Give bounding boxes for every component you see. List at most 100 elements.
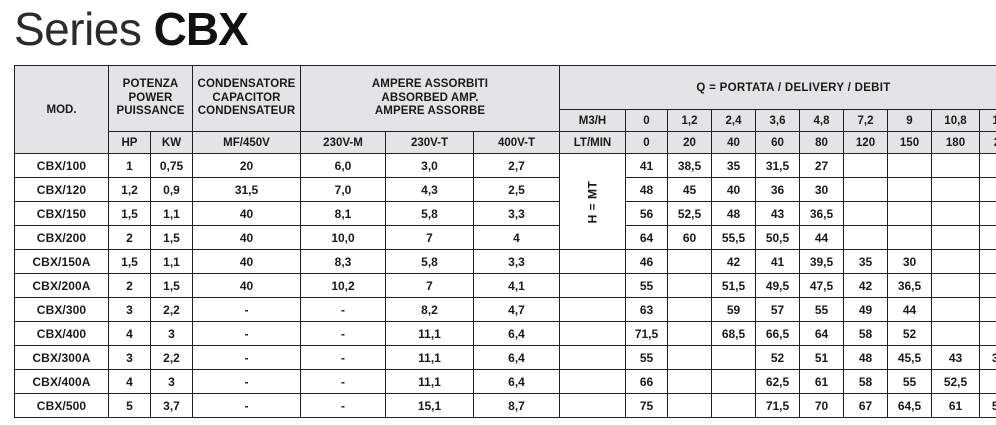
header-row-groups: MOD. POTENZA POWER PUISSANCE CONDENSATOR… <box>14 65 996 154</box>
cell-h-spacer <box>559 369 626 394</box>
header-group-condensatore: CONDENSATORE CAPACITOR CONDENSATEUR <box>192 65 301 132</box>
cell-delivery-6: 36,5 <box>887 273 932 298</box>
cell-capacitor: 40 <box>192 201 301 226</box>
cell-kw: 1,5 <box>150 225 193 250</box>
cell-hp: 2 <box>108 225 151 250</box>
cell-delivery-3: 43 <box>755 201 800 226</box>
cell-delivery-4: 27 <box>799 153 844 178</box>
cell-hp: 4 <box>108 369 151 394</box>
cell-delivery-2: 68,5 <box>711 321 756 346</box>
cell-delivery-0: 55 <box>625 345 668 370</box>
cell-amp-230vm: 10,0 <box>300 225 386 250</box>
cell-h-spacer <box>559 273 626 298</box>
cell-delivery-5: 67 <box>843 393 888 418</box>
cell-delivery-1 <box>667 273 712 298</box>
header-group-potenza: POTENZA POWER PUISSANCE <box>108 65 193 132</box>
header-row-units: HP KW MF/450V 230V-M 230V-T 400V-T LT/MI… <box>15 131 996 154</box>
cell-capacitor: 31,5 <box>192 177 301 202</box>
cell-delivery-6: 55 <box>887 369 932 394</box>
cell-delivery-0: 56 <box>625 201 668 226</box>
cell-delivery-3: 41 <box>755 249 800 274</box>
cell-model: CBX/500 <box>14 393 109 418</box>
cell-h-spacer <box>559 249 626 274</box>
cell-delivery-8 <box>978 225 996 250</box>
cell-delivery-5 <box>843 225 888 250</box>
cell-delivery-8 <box>978 177 996 202</box>
cell-delivery-2: 42 <box>711 249 756 274</box>
cell-delivery-1 <box>667 345 712 370</box>
cell-amp-230vm: - <box>300 369 386 394</box>
header-line-potenza-en: POWER <box>128 91 173 104</box>
header-q-ltmin-7: 180 <box>931 131 980 154</box>
cell-delivery-6 <box>887 153 932 178</box>
cell-delivery-7 <box>931 297 980 322</box>
cell-delivery-7 <box>931 273 980 298</box>
cell-amp-230vt: 11,1 <box>385 345 474 370</box>
cell-delivery-0: 48 <box>625 177 668 202</box>
header-q-m3h-2: 2,4 <box>711 109 756 132</box>
cell-delivery-5 <box>843 201 888 226</box>
cell-delivery-8 <box>978 321 996 346</box>
cell-delivery-2: 59 <box>711 297 756 322</box>
cell-amp-230vt: 8,2 <box>385 297 474 322</box>
cell-capacitor: - <box>192 321 301 346</box>
cell-model: CBX/150 <box>14 201 109 226</box>
cell-kw: 3,7 <box>150 393 193 418</box>
cell-model: CBX/300A <box>14 345 109 370</box>
cell-amp-230vt: 4,3 <box>385 177 474 202</box>
cell-hp: 2 <box>108 273 151 298</box>
cell-amp-230vm: - <box>300 393 386 418</box>
cell-hp: 1,5 <box>108 249 151 274</box>
cell-delivery-7: 61 <box>931 393 980 418</box>
cell-delivery-4: 55 <box>799 297 844 322</box>
table-row: CBX/150A 1,5 1,1 40 8,3 5,8 3,3 46 42 41 39,5 35 30 <box>14 249 996 274</box>
header-q-ltmin-5: 120 <box>843 131 888 154</box>
cell-amp-230vt: 3,0 <box>385 153 474 178</box>
cell-delivery-2: 48 <box>711 201 756 226</box>
cell-amp-400vt: 2,5 <box>473 177 560 202</box>
header-line-potenza-it: POTENZA <box>122 78 179 91</box>
cell-amp-230vm: - <box>300 297 386 322</box>
table-row: CBX/120 1,2 0,9 31,5 7,0 4,3 2,5 48 45 40 36 30 <box>14 177 996 202</box>
cell-delivery-1 <box>667 297 712 322</box>
header-q-m3h-6: 9 <box>887 109 932 132</box>
cell-amp-230vm: 6,0 <box>300 153 386 178</box>
cell-delivery-1 <box>667 321 712 346</box>
page-title-series: Series <box>14 3 142 55</box>
cell-delivery-6 <box>887 201 932 226</box>
cell-amp-230vt: 5,8 <box>385 249 474 274</box>
cell-capacitor: 20 <box>192 153 301 178</box>
header-line-potenza-fr: PUISSANCE <box>116 105 185 118</box>
cell-delivery-5 <box>843 177 888 202</box>
cell-delivery-2 <box>711 345 756 370</box>
specifications-table: MOD. POTENZA POWER PUISSANCE CONDENSATOR… <box>14 65 996 418</box>
header-q-ltmin-1: 20 <box>667 131 712 154</box>
cell-hp: 5 <box>108 393 151 418</box>
header-q-ltmin-2: 40 <box>711 131 756 154</box>
cell-delivery-8: 49 <box>978 369 996 394</box>
cell-delivery-5 <box>843 153 888 178</box>
cell-delivery-5: 58 <box>843 369 888 394</box>
header-unit-ltmin: LT/MIN <box>559 131 626 154</box>
table-body: CBX/100 1 0,75 20 6,0 3,0 2,7 H = MT 41 38,5 35 31,… <box>14 153 996 418</box>
header-q-ltmin-6: 150 <box>887 131 932 154</box>
table-header: MOD. POTENZA POWER PUISSANCE CONDENSATOR… <box>14 65 996 154</box>
cell-kw: 0,9 <box>150 177 193 202</box>
cell-delivery-5: 49 <box>843 297 888 322</box>
cell-capacitor: - <box>192 345 301 370</box>
header-line-cond-it: CONDENSATORE <box>197 78 296 91</box>
cell-hp: 1,5 <box>108 201 151 226</box>
cell-delivery-2 <box>711 369 756 394</box>
cell-kw: 2,2 <box>150 297 193 322</box>
cell-delivery-8 <box>978 273 996 298</box>
cell-delivery-5: 35 <box>843 249 888 274</box>
cell-delivery-2: 40 <box>711 177 756 202</box>
cell-delivery-3: 66,5 <box>755 321 800 346</box>
cell-delivery-3: 31,5 <box>755 153 800 178</box>
cell-delivery-6: 64,5 <box>887 393 932 418</box>
cell-model: CBX/100 <box>14 153 109 178</box>
cell-delivery-4: 39,5 <box>799 249 844 274</box>
header-q-ltmin-0: 0 <box>625 131 668 154</box>
cell-delivery-0: 66 <box>625 369 668 394</box>
header-q-ltmin-4: 80 <box>799 131 844 154</box>
